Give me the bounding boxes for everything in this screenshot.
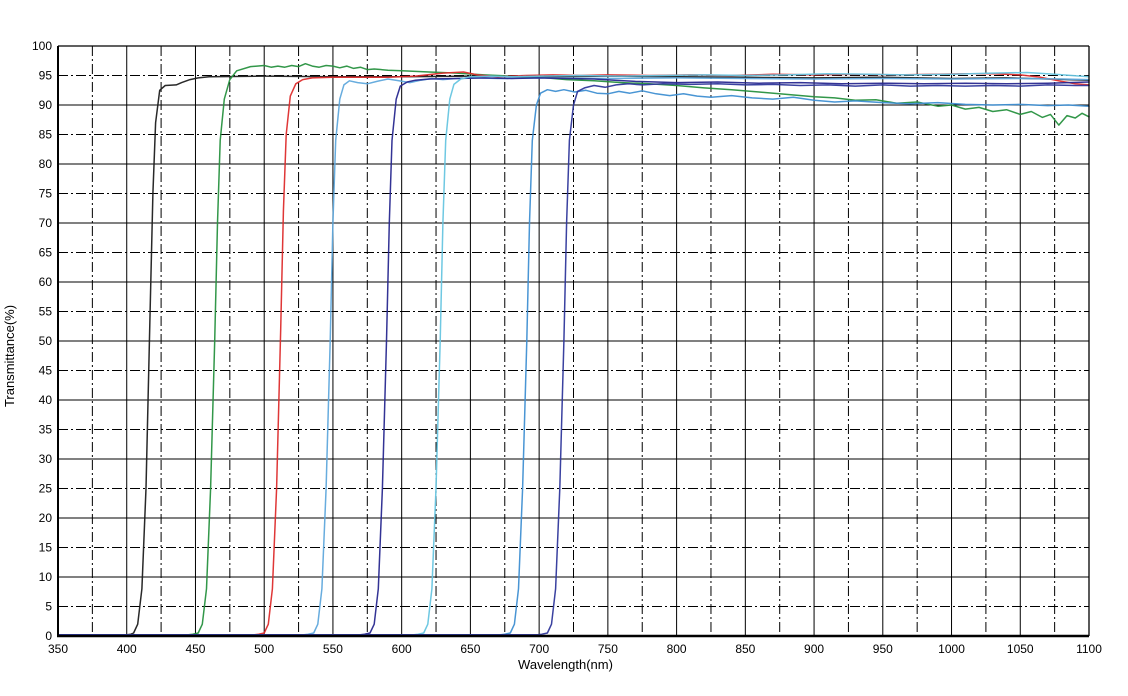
- x-tick-label: 400: [117, 642, 137, 656]
- curve-550nm-long-pass: [57, 77, 1090, 636]
- curve-420nm-long-pass: [57, 75, 1090, 636]
- y-tick-label: 75: [39, 187, 53, 201]
- y-tick-label: 5: [45, 600, 52, 614]
- curve-695nm-long-pass: [57, 88, 1090, 636]
- y-tick-label: 95: [39, 69, 53, 83]
- tick-label-layer: 350 400 450 500 550 600 650 700 750 800 850 900 950 1…: [32, 39, 1102, 656]
- y-tick-label: 65: [39, 246, 53, 260]
- y-tick-label: 35: [39, 423, 53, 437]
- x-tick-label: 700: [529, 642, 549, 656]
- y-tick-label: 30: [39, 452, 53, 466]
- x-tick-label: 550: [323, 642, 343, 656]
- y-tick-label: 55: [39, 305, 53, 319]
- x-tick-label: 450: [185, 642, 205, 656]
- x-tick-label: 1100: [1076, 642, 1102, 656]
- grid-layer: [57, 45, 1090, 637]
- x-tick-label: 950: [873, 642, 893, 656]
- x-tick-label: 350: [48, 642, 68, 656]
- y-tick-label: 80: [39, 157, 53, 171]
- y-axis-title: Transmittance(%): [2, 305, 17, 407]
- x-tick-label: 650: [460, 642, 480, 656]
- y-tick-label: 0: [45, 629, 52, 643]
- y-tick-label: 15: [39, 541, 53, 555]
- x-tick-label: 600: [392, 642, 412, 656]
- y-tick-label: 70: [39, 216, 53, 230]
- x-tick-label: 750: [598, 642, 618, 656]
- x-tick-label: 800: [667, 642, 687, 656]
- y-tick-label: 20: [39, 511, 53, 525]
- y-tick-label: 45: [39, 364, 53, 378]
- series-layer: [57, 62, 1090, 636]
- y-tick-label: 60: [39, 275, 53, 289]
- curve-720nm-long-pass: [57, 83, 1090, 636]
- y-tick-label: 100: [32, 39, 52, 53]
- curve-630nm-long-pass: [57, 71, 1090, 636]
- y-tick-label: 40: [39, 393, 53, 407]
- y-tick-label: 85: [39, 128, 53, 142]
- y-tick-label: 25: [39, 482, 53, 496]
- x-tick-label: 850: [735, 642, 755, 656]
- x-tick-label: 900: [804, 642, 824, 656]
- curve-590nm-long-pass: [57, 77, 1090, 636]
- x-tick-label: 1000: [938, 642, 965, 656]
- x-axis-title: Wavelength(nm): [518, 657, 613, 672]
- plot-frame: [57, 45, 1090, 638]
- y-tick-label: 10: [39, 570, 53, 584]
- y-tick-label: 50: [39, 334, 53, 348]
- x-tick-label: 500: [254, 642, 274, 656]
- x-tick-label: 1050: [1007, 642, 1034, 656]
- y-tick-label: 90: [39, 98, 53, 112]
